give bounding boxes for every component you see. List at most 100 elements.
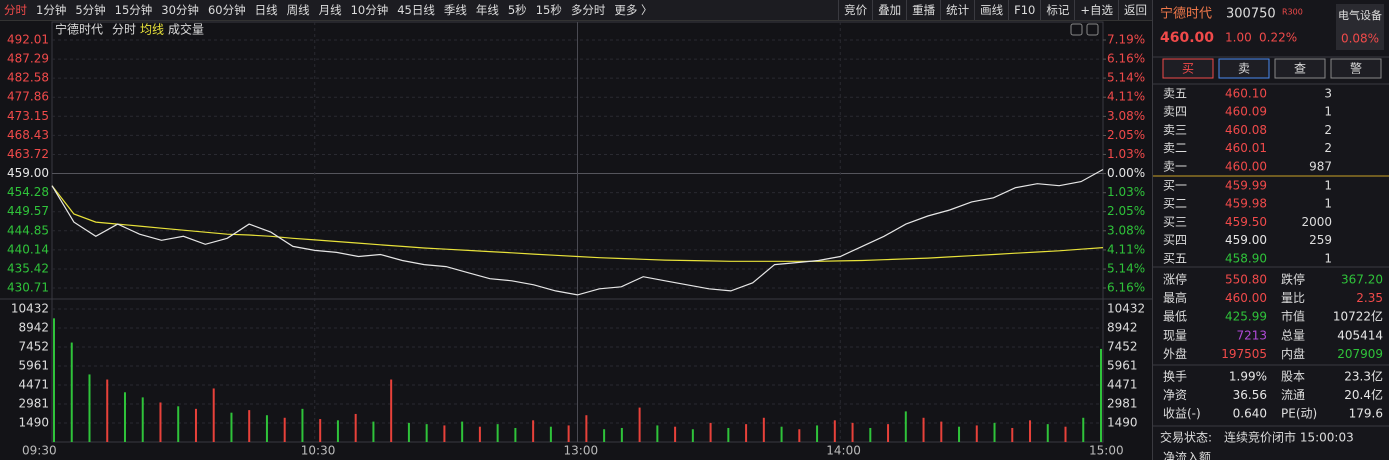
sector-box	[1336, 4, 1384, 50]
book-label: 买一	[1163, 179, 1187, 193]
trade-button[interactable]	[1330, 58, 1382, 79]
book-label: 卖二	[1163, 141, 1187, 155]
book-qty: 1	[1324, 197, 1332, 211]
volume-bar	[1100, 348, 1102, 442]
stat-value: 36.56	[1233, 388, 1267, 402]
time-tick-label: 13:00	[564, 444, 599, 458]
tab[interactable]: 多分时	[570, 3, 606, 17]
tab[interactable]: 日线	[254, 3, 278, 17]
price-tick-label: 459.00	[7, 166, 49, 180]
tab[interactable]: 30分钟	[161, 3, 199, 17]
book-qty: 259	[1309, 233, 1332, 247]
volume-bar	[141, 397, 144, 442]
chart-bg	[0, 21, 1152, 460]
avg-line	[51, 185, 1104, 262]
volume-bar	[958, 426, 961, 442]
tab[interactable]: 更多 〉	[614, 3, 653, 17]
toolbar-button[interactable]: F10	[1008, 0, 1040, 20]
volume-bar	[283, 417, 286, 442]
tab[interactable]: 5秒	[507, 3, 527, 17]
toolbar-button[interactable]: 画线	[974, 0, 1008, 20]
inflow-label: 净流入额	[1163, 451, 1211, 460]
sector: 电气设备	[1338, 8, 1382, 22]
toolbar-button[interactable]: 叠加	[872, 0, 906, 20]
volume-bar	[567, 425, 570, 442]
tab[interactable]: 1分钟	[36, 3, 67, 17]
volume-bar	[727, 427, 730, 442]
toolbar-button[interactable]: +自选	[1074, 0, 1118, 20]
trade-button-label[interactable]: 查	[1294, 62, 1306, 76]
trade-button-label[interactable]: 买	[1182, 62, 1194, 76]
tab[interactable]: 分时	[4, 3, 27, 17]
tab[interactable]: 月线	[318, 3, 342, 17]
tab[interactable]: 45日线	[397, 3, 435, 17]
book-qty: 1	[1324, 105, 1332, 119]
stat-label: 收益(-)	[1163, 407, 1201, 421]
book-price: 459.99	[1225, 179, 1267, 193]
volume-bar	[248, 410, 251, 442]
stat-label: 内盘	[1281, 346, 1305, 361]
toolbar-button[interactable]: 返回	[1118, 0, 1152, 20]
stat-label: 最高	[1163, 290, 1187, 305]
trade-button-label[interactable]: 警	[1350, 61, 1362, 76]
quote-code: 300750	[1226, 7, 1276, 22]
book-label: 买三	[1163, 215, 1187, 229]
toolbar-button[interactable]: 标记	[1040, 0, 1074, 20]
volume-tick-label: 1490	[18, 416, 49, 430]
price-tick-label: 487.29	[7, 52, 49, 66]
price-tick-label: 449.57	[7, 204, 49, 218]
tab[interactable]: 周线	[286, 3, 310, 17]
tab[interactable]: 5分钟	[75, 3, 106, 17]
book-price: 459.98	[1225, 197, 1267, 211]
toolbar-button[interactable]: 重播	[906, 0, 940, 20]
legend: 成交量	[168, 22, 204, 37]
tab[interactable]: 15分钟	[114, 3, 153, 17]
stat-label: 股本	[1281, 370, 1305, 384]
book-price: 460.01	[1225, 141, 1267, 155]
tab[interactable]: 15秒	[535, 3, 562, 17]
tab[interactable]: 季线	[443, 3, 467, 17]
stat-value: 550.80	[1225, 273, 1267, 287]
stat-value: 10722亿	[1333, 309, 1383, 324]
trade-button[interactable]	[1162, 58, 1214, 79]
volume-bar	[816, 425, 819, 442]
volume-bar	[514, 427, 517, 442]
price-tick-label: 454.28	[7, 185, 49, 199]
trade-button[interactable]	[1218, 58, 1270, 79]
volume-bar	[88, 374, 91, 442]
tab[interactable]: 10分钟	[350, 3, 389, 17]
index-tag: R300	[1282, 8, 1303, 17]
tab[interactable]: 年线	[475, 3, 499, 17]
zoom-button[interactable]	[1070, 23, 1083, 36]
volume-bar	[407, 422, 410, 442]
volume-bar	[425, 424, 428, 442]
tab[interactable]: 60分钟	[207, 3, 246, 17]
trade-button-label[interactable]: 卖	[1238, 62, 1250, 76]
pct-tick-label: 0.00%	[1107, 166, 1145, 180]
price-tick-label: 473.15	[7, 109, 49, 123]
price-tick-label: 468.43	[7, 128, 49, 142]
quote-change: 1.00	[1225, 31, 1252, 45]
volume-bar	[212, 388, 215, 442]
stat-label: 外盘	[1163, 346, 1187, 361]
volume-bar	[478, 426, 481, 442]
pct-tick-label: 2.05%	[1107, 204, 1145, 218]
volume-bar	[70, 342, 73, 442]
volume-tick-label: 4471	[1107, 377, 1138, 391]
stat-value: 23.3亿	[1344, 369, 1383, 384]
stock-name: 宁德时代	[55, 22, 103, 37]
price-tick-label: 440.14	[7, 242, 49, 256]
zoom-button[interactable]	[1086, 23, 1099, 36]
volume-bar	[390, 379, 393, 442]
book-price: 459.00	[1225, 233, 1267, 247]
toolbar-button[interactable]: 统计	[940, 0, 974, 20]
volume-bar	[496, 424, 499, 442]
volume-bar	[301, 408, 304, 442]
volume-bar	[265, 415, 268, 442]
volume-bar	[1029, 420, 1032, 442]
book-label: 卖四	[1163, 105, 1187, 119]
toolbar-button[interactable]: 竞价	[838, 0, 872, 20]
trade-button[interactable]	[1274, 58, 1326, 79]
